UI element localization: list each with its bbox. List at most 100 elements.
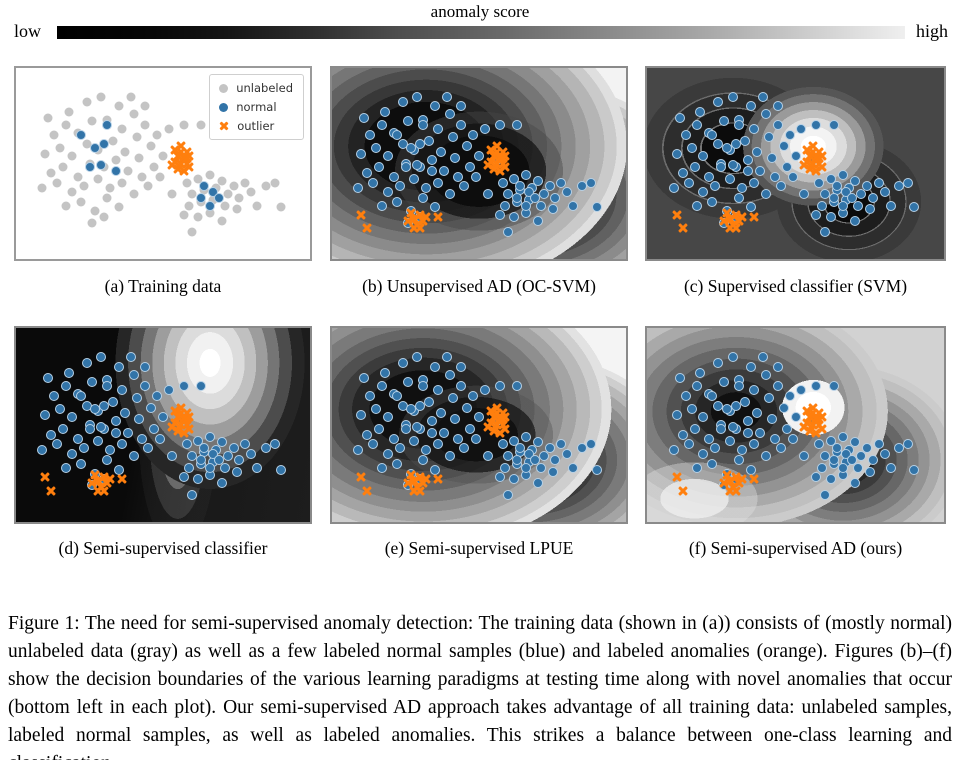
normal-point xyxy=(674,373,685,384)
panel-c-svm-plot xyxy=(645,66,946,261)
normal-point xyxy=(796,385,807,396)
normal-point xyxy=(382,449,393,460)
normal-point xyxy=(356,148,367,159)
normal-point xyxy=(775,181,786,192)
outlier-point xyxy=(498,153,508,163)
normal-point xyxy=(435,147,446,158)
outlier-point xyxy=(182,153,192,163)
normal-point xyxy=(125,352,136,363)
normal-point xyxy=(193,474,204,485)
outlier-point xyxy=(678,223,688,233)
unlabeled-point xyxy=(43,113,53,123)
unlabeled-point xyxy=(67,151,77,161)
normal-point xyxy=(240,439,251,450)
normal-point xyxy=(814,439,825,450)
colorbar-low-label: low xyxy=(14,21,41,41)
unlabeled-point xyxy=(137,172,147,182)
normal-point xyxy=(728,91,739,102)
normal-point xyxy=(728,352,739,363)
normal-point xyxy=(568,200,579,211)
normal-point xyxy=(465,162,476,173)
normal-point xyxy=(521,200,532,211)
normal-point xyxy=(769,171,780,182)
normal-point xyxy=(40,410,51,421)
normal-point xyxy=(509,173,520,184)
normal-point xyxy=(409,173,420,184)
unlabeled-point xyxy=(205,170,215,180)
unlabeled-point xyxy=(64,107,74,117)
normal-point xyxy=(748,439,759,450)
outlier-point xyxy=(105,474,115,484)
normal-point xyxy=(456,120,467,131)
normal-point xyxy=(468,390,479,401)
outlier-point xyxy=(749,212,759,222)
normal-point xyxy=(149,423,160,434)
normal-point xyxy=(713,357,724,368)
normal-point xyxy=(474,412,484,423)
normal-point xyxy=(424,135,435,146)
normal-point xyxy=(722,143,733,154)
normal-point xyxy=(532,478,543,489)
normal-point xyxy=(406,404,417,415)
unlabeled-point xyxy=(223,189,233,199)
normal-point xyxy=(766,414,777,425)
unlabeled-point xyxy=(140,101,150,111)
outlier-point xyxy=(182,414,192,424)
outlier-point xyxy=(167,160,177,170)
normal-point xyxy=(867,192,878,203)
normal-point xyxy=(474,150,484,161)
outlier-point xyxy=(678,486,688,496)
normal-point xyxy=(852,462,863,473)
outlier-point xyxy=(184,424,194,434)
normal-point xyxy=(826,211,837,222)
normal-point xyxy=(698,187,709,198)
normal-point xyxy=(781,162,792,173)
normal-point xyxy=(737,183,748,194)
outlier-point xyxy=(731,486,741,496)
normal-point xyxy=(456,361,467,372)
normal-point xyxy=(523,187,534,198)
normal-point xyxy=(689,162,700,173)
unlabeled-point xyxy=(158,151,168,161)
normal-point xyxy=(426,166,437,177)
normal-point xyxy=(719,377,730,388)
normal-point xyxy=(787,433,798,444)
normal-point xyxy=(397,357,408,368)
normal-point xyxy=(591,464,602,475)
normal-point xyxy=(731,400,742,411)
normal-point xyxy=(550,454,561,465)
unlabeled-point xyxy=(61,120,71,130)
outlier-point xyxy=(500,424,510,434)
normal-point xyxy=(677,168,688,179)
normal-point xyxy=(231,466,242,477)
unlabeled-point xyxy=(179,120,189,130)
normal-point xyxy=(207,449,218,460)
normal-point xyxy=(799,189,810,200)
normal-point xyxy=(412,91,423,102)
normal-point xyxy=(568,462,579,473)
outlier-point xyxy=(817,424,827,434)
normal-point xyxy=(222,451,233,462)
normal-point xyxy=(374,423,385,434)
normal-point xyxy=(748,124,759,135)
normal-point xyxy=(544,443,555,454)
normal-point xyxy=(441,91,452,102)
normal-point xyxy=(562,449,573,460)
outlier-point xyxy=(362,223,372,233)
normal-point xyxy=(909,464,920,475)
unlabeled-point xyxy=(187,227,197,237)
unlabeled-point xyxy=(123,166,133,176)
normal-point xyxy=(849,437,860,448)
normal-point xyxy=(397,97,408,108)
normal-point xyxy=(43,373,54,384)
normal-point xyxy=(826,474,837,485)
normal-point xyxy=(838,200,849,211)
normal-point xyxy=(521,169,532,180)
panel-f-semisupervised-ad-plot xyxy=(645,326,946,524)
normal-point xyxy=(754,166,765,177)
normal-point xyxy=(205,200,216,211)
outlier-point xyxy=(184,162,194,172)
normal-point xyxy=(512,381,523,392)
normal-point xyxy=(216,478,227,489)
unlabeled-point xyxy=(58,162,68,172)
